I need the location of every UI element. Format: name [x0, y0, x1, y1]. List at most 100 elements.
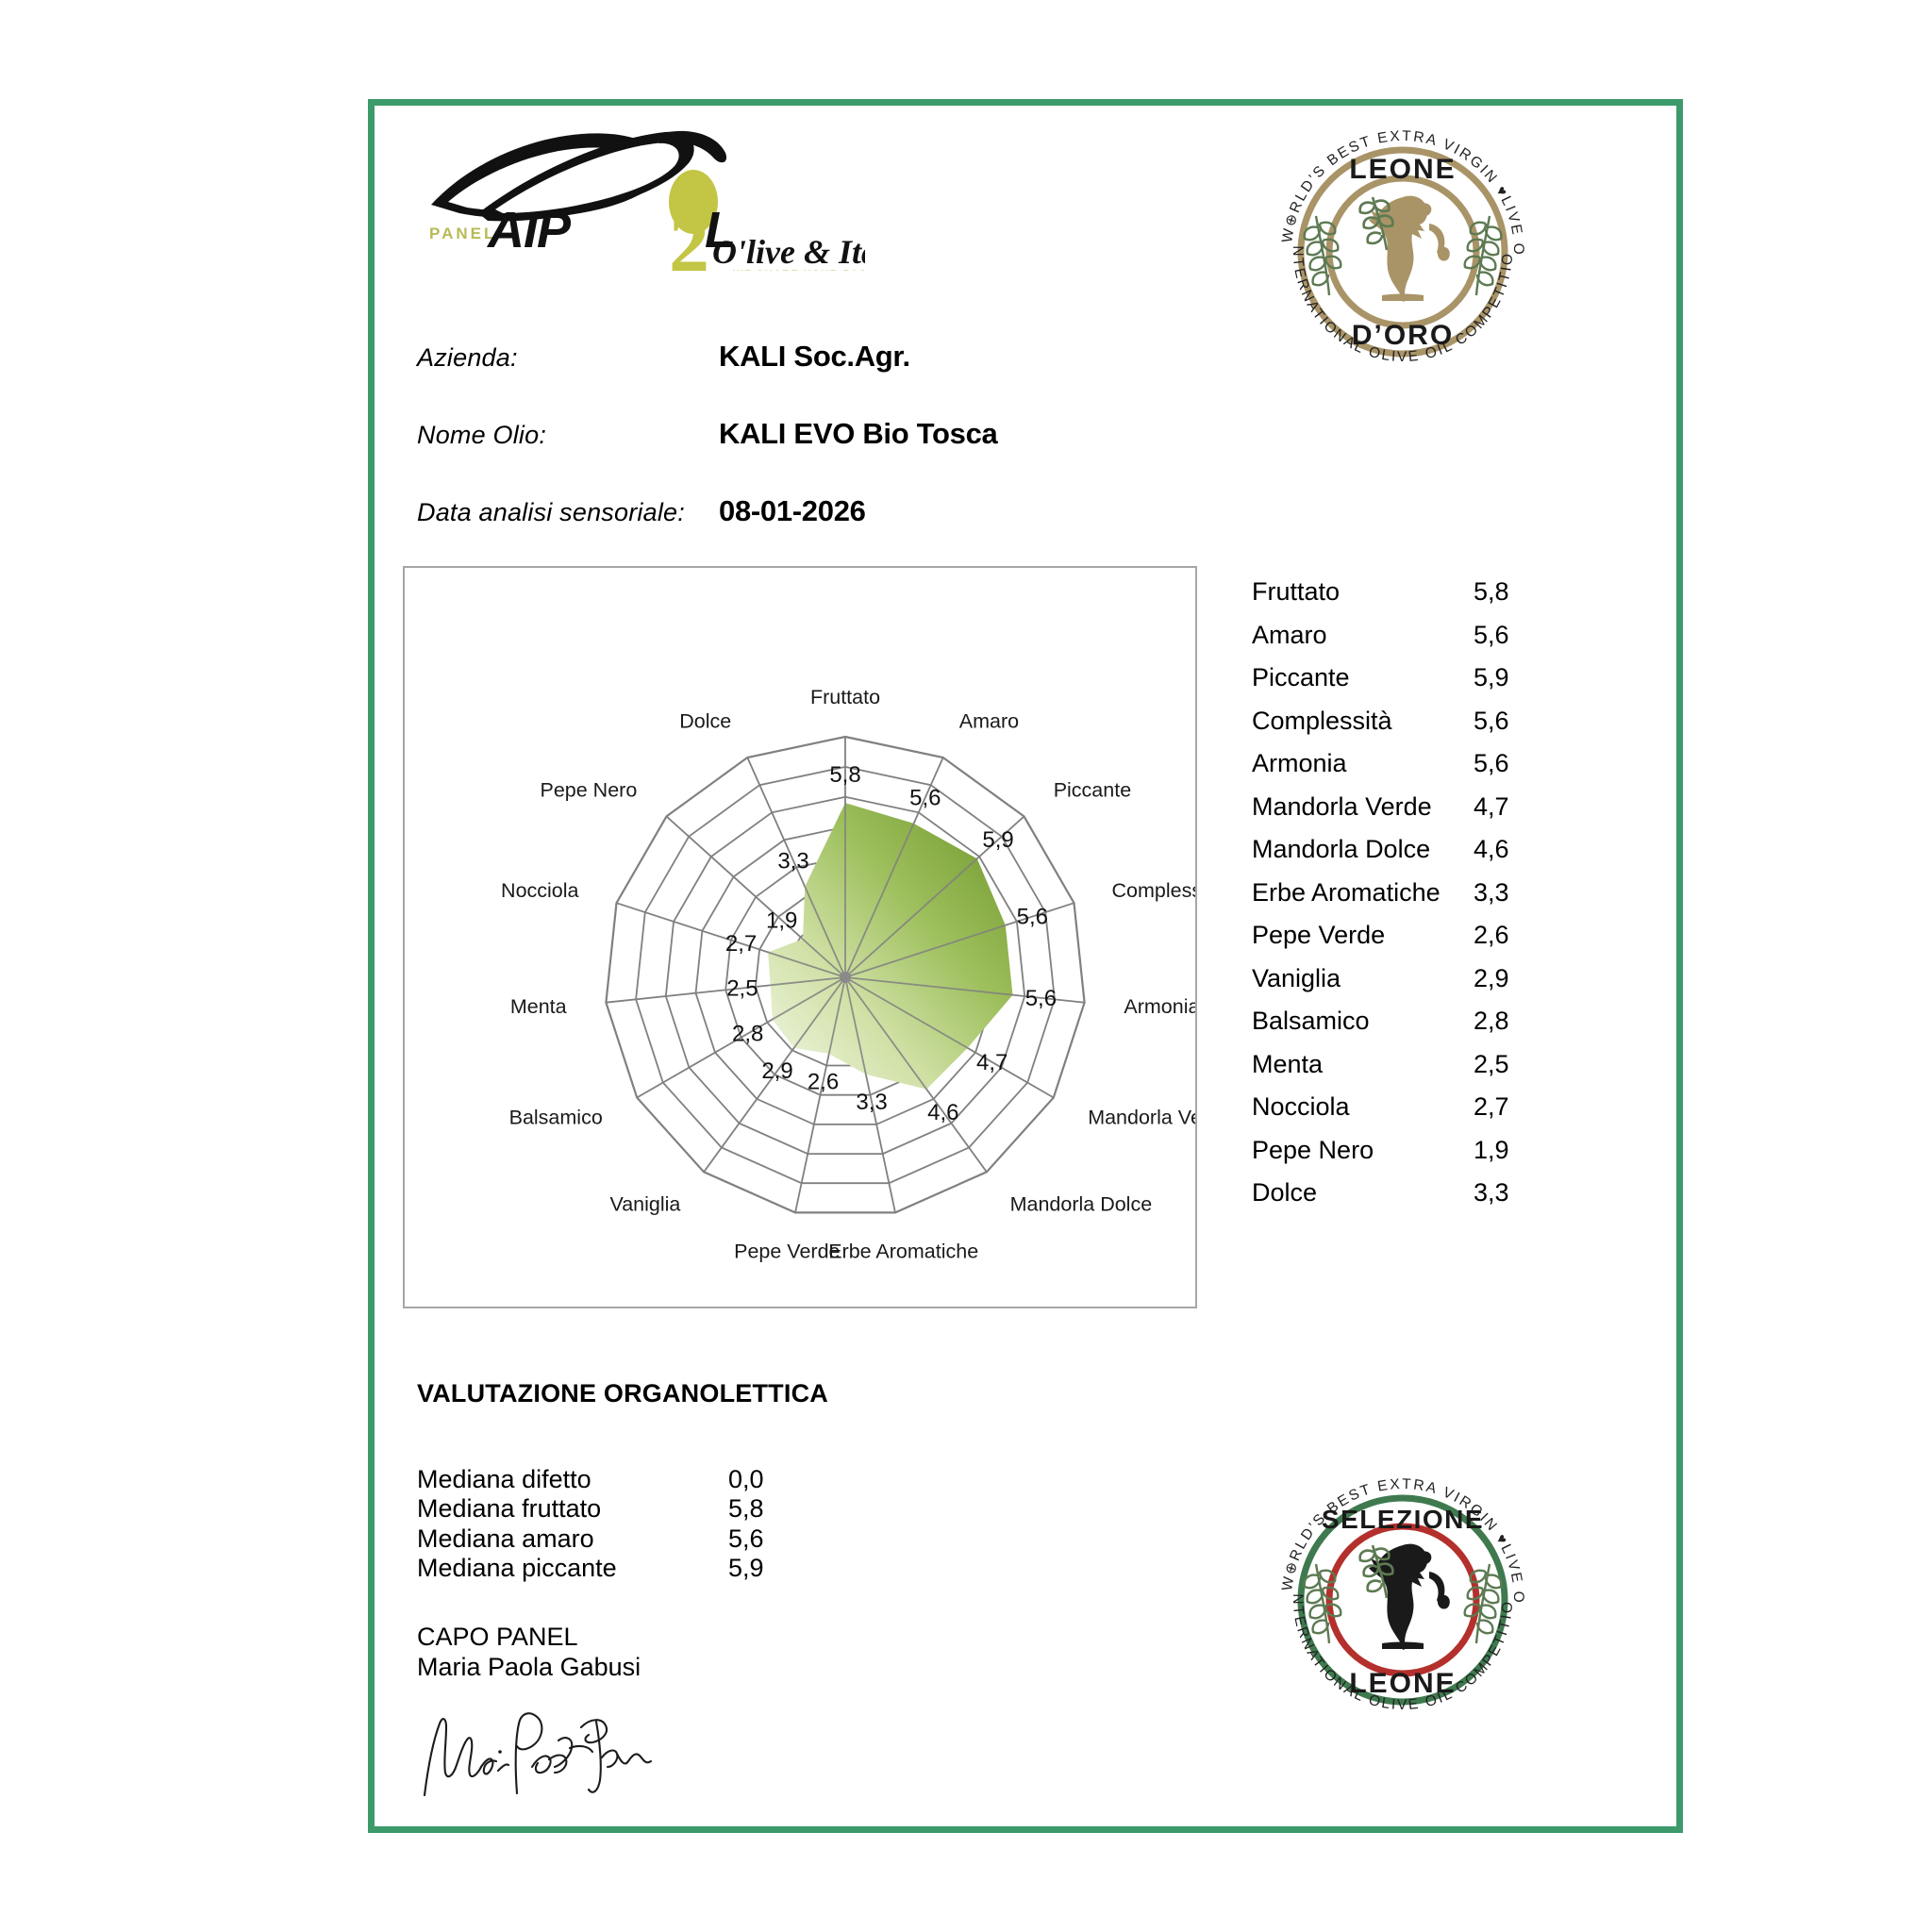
attribute-name: Erbe Aromatiche — [1252, 877, 1441, 907]
radar-axis-label: Pepe Nero — [541, 778, 638, 801]
attribute-name: Amaro — [1252, 620, 1327, 649]
median-row: Mediana piccante 5,9 — [417, 1554, 1077, 1583]
olive-leaf-icon — [431, 130, 727, 222]
nome-olio-value: KALI EVO Bio Tosca — [719, 417, 998, 450]
median-value: 5,6 — [728, 1524, 764, 1553]
logo-tagline: WE SHARE YOUR PASSION — [733, 269, 865, 271]
nome-olio-label: Nome Olio: — [417, 421, 547, 449]
attribute-value: 4,7 — [1474, 791, 1509, 821]
list-item: Amaro 5,6 — [1252, 621, 1629, 664]
document-sheet: PANEL AIP L 2 O'live & Italy WE SHARE YO… — [368, 98, 1683, 1833]
data-analisi-label: Data analisi sensoriale: — [417, 498, 685, 526]
logo-panel-word: PANEL — [429, 225, 496, 242]
attribute-value: 3,3 — [1474, 1178, 1509, 1207]
attribute-name: Nocciola — [1252, 1092, 1350, 1121]
radar-value-label: 2,9 — [761, 1058, 792, 1084]
list-item: Piccante 5,9 — [1252, 663, 1629, 707]
median-label: Mediana amaro — [417, 1524, 594, 1553]
attribute-value: 3,3 — [1474, 877, 1509, 907]
attribute-name: Pepe Nero — [1252, 1135, 1374, 1164]
radar-data-area — [768, 803, 1013, 1090]
radar-axis-label: Complessità — [1112, 879, 1196, 902]
info-row-azienda: Azienda: KALI Soc.Agr. — [417, 340, 1360, 374]
azienda-value: KALI Soc.Agr. — [719, 340, 910, 373]
attribute-values-list: Fruttato 5,8 Amaro 5,6 Piccante 5,9 Comples… — [1252, 577, 1629, 1222]
laurel-icon-left — [1303, 215, 1342, 296]
list-item: Dolce 3,3 — [1252, 1178, 1629, 1222]
attribute-value: 5,9 — [1474, 663, 1509, 691]
radar-value-label: 2,8 — [732, 1022, 763, 1047]
attribute-value: 2,6 — [1474, 921, 1509, 949]
radar-value-label: 3,3 — [777, 849, 808, 874]
laurel-icon-right — [1463, 215, 1503, 296]
info-row-nome-olio: Nome Olio: KALI EVO Bio Tosca — [417, 417, 1360, 451]
radar-value-label: 2,7 — [725, 931, 757, 957]
radar-center-hub — [840, 972, 851, 983]
rampant-lion-icon — [1369, 1543, 1450, 1650]
aipol-panel-logo: PANEL AIP L 2 O'live & Italy WE SHARE YO… — [422, 115, 865, 271]
radar-axis-label: Pepe Verde — [734, 1241, 840, 1263]
logo-subbrand: O'live & Italy — [712, 233, 865, 271]
attribute-name: Dolce — [1252, 1178, 1318, 1207]
list-item: Vaniglia 2,9 — [1252, 964, 1629, 1008]
radar-value-label: 5,6 — [909, 786, 941, 811]
radar-value-label: 3,3 — [856, 1090, 887, 1115]
radar-axis-label: Fruttato — [810, 686, 880, 708]
attribute-name: Mandorla Verde — [1252, 791, 1432, 821]
median-value: 5,8 — [728, 1494, 764, 1524]
radar-value-label: 5,6 — [1017, 905, 1048, 930]
median-row: Mediana difetto 0,0 — [417, 1465, 1077, 1494]
attribute-name: Balsamico — [1252, 1007, 1370, 1035]
radar-axis-label: Mandorla Verde — [1088, 1107, 1195, 1129]
median-label: Mediana difetto — [417, 1465, 591, 1493]
azienda-label: Azienda: — [417, 343, 518, 372]
data-analisi-value: 08-01-2026 — [719, 494, 866, 527]
list-item: Armonia 5,6 — [1252, 749, 1629, 792]
attribute-value: 5,8 — [1474, 577, 1509, 606]
attribute-name: Pepe Verde — [1252, 921, 1386, 949]
list-item: Menta 2,5 — [1252, 1050, 1629, 1093]
leone-doro-badge: THE W⊕RLD’S BEST EXTRA VIRGIN ♥LIVE OILS… — [1255, 98, 1544, 393]
logo-brand: AIP — [486, 202, 572, 258]
attribute-name: Menta — [1252, 1049, 1324, 1078]
info-row-data-analisi: Data analisi sensoriale: 08-01-2026 — [417, 494, 1360, 528]
radar-category-labels: Fruttato Amaro Piccante Complessità Armonia M… — [501, 686, 1195, 1263]
evaluation-block: VALUTAZIONE ORGANOLETTICA Mediana difett… — [417, 1379, 1077, 1803]
attribute-name: Vaniglia — [1252, 963, 1341, 992]
attribute-value: 5,6 — [1474, 749, 1509, 777]
radar-axis-label: Balsamico — [509, 1107, 603, 1129]
list-item: Complessità 5,6 — [1252, 707, 1629, 750]
median-value: 5,9 — [728, 1553, 764, 1582]
capo-panel-label: CAPO PANEL — [417, 1623, 578, 1652]
list-item: Balsamico 2,8 — [1252, 1007, 1629, 1050]
median-row: Mediana fruttato 5,8 — [417, 1494, 1077, 1524]
radar-value-label: 2,6 — [808, 1069, 839, 1094]
radar-chart-frame: Fruttato Amaro Piccante Complessità Armonia M… — [403, 566, 1197, 1308]
attribute-name: Piccante — [1252, 663, 1350, 691]
radar-axis-label: Nocciola — [501, 879, 578, 902]
median-label: Mediana fruttato — [417, 1494, 602, 1524]
attribute-value: 2,9 — [1474, 963, 1509, 992]
radar-value-label: 4,6 — [927, 1100, 958, 1125]
radar-value-label: 1,9 — [766, 908, 797, 933]
median-row: Mediana amaro 5,6 — [417, 1524, 1077, 1554]
radar-axis-label: Piccante — [1054, 778, 1131, 801]
attribute-value: 4,6 — [1474, 835, 1509, 863]
radar-value-label: 4,7 — [976, 1050, 1008, 1075]
list-item: Pepe Verde 2,6 — [1252, 921, 1629, 964]
badge-line2: LEONE — [1349, 1668, 1456, 1699]
olive-branch-held-icon — [1358, 196, 1394, 251]
radar-value-label: 5,8 — [829, 762, 860, 788]
logo-two: 2 — [669, 198, 709, 271]
radar-axis-label: Vaniglia — [609, 1192, 680, 1215]
olive-fruit-icon — [669, 170, 718, 234]
laurel-icon-right — [1463, 1563, 1503, 1644]
radar-axis-label: Amaro — [959, 710, 1019, 733]
radar-axis-label: Erbe Aromatiche — [828, 1241, 978, 1263]
badge-line1: SELEZIONE — [1322, 1505, 1484, 1534]
badge-line2: D’ORO — [1352, 320, 1454, 351]
rampant-lion-icon — [1369, 195, 1450, 302]
olive-branch-held-icon — [1358, 1544, 1394, 1599]
list-item: Fruttato 5,8 — [1252, 577, 1629, 621]
selezione-leone-badge: THE W⊕RLD’S BEST EXTRA VIRGIN ♥LIVE OILS… — [1255, 1446, 1544, 1741]
